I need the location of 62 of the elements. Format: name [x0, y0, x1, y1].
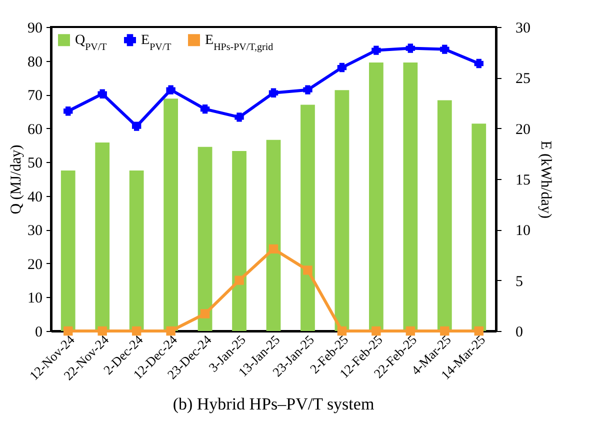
text: (b) Hybrid HPs–PV/T system — [172, 394, 374, 414]
point — [98, 89, 107, 98]
point — [303, 85, 312, 94]
point — [440, 326, 450, 336]
bar — [300, 104, 315, 331]
y2-tick-label: 25 — [516, 71, 530, 88]
point — [234, 112, 244, 122]
y-tick-label: 90 — [28, 20, 42, 36]
y-tick-label: 40 — [28, 189, 42, 206]
y-tick-label: 30 — [28, 223, 42, 240]
y-tick-label: 60 — [28, 122, 42, 138]
y2-tick-label: 0 — [516, 324, 523, 340]
bar — [266, 140, 281, 331]
legend-label: E$_{HPs-PV/T,grid}$ — [205, 33, 274, 53]
point — [132, 326, 142, 336]
y2-tick-label: 20 — [516, 122, 530, 138]
point — [98, 326, 107, 336]
y-axis-title: Q (MJ/day) — [8, 144, 24, 214]
bar — [472, 124, 486, 331]
bar — [437, 100, 452, 331]
point — [406, 326, 416, 336]
bar — [129, 170, 144, 331]
legend-label: E$_{PV/T}$ — [141, 33, 172, 53]
y-tick-label: 0 — [35, 324, 42, 340]
point — [200, 104, 210, 114]
point — [372, 326, 381, 336]
point — [474, 326, 484, 336]
y2-tick-label: 15 — [516, 172, 530, 188]
point — [268, 244, 278, 254]
bar — [198, 146, 212, 331]
y-tick-label: 10 — [28, 290, 42, 307]
point — [337, 326, 347, 336]
bar — [369, 62, 384, 331]
bar — [403, 62, 418, 331]
y2-tick-label: 5 — [516, 274, 523, 290]
point — [234, 276, 244, 285]
point — [166, 326, 176, 336]
y-tick-label: 80 — [28, 54, 42, 70]
point — [132, 122, 142, 131]
point — [166, 85, 176, 94]
y-tick-label: 20 — [28, 256, 42, 273]
point — [64, 106, 73, 116]
point — [474, 58, 484, 68]
y-tick-label: 50 — [28, 156, 42, 172]
bar — [95, 142, 110, 331]
y-tick-label: 70 — [28, 88, 42, 104]
point — [440, 44, 450, 54]
y2-tick-label: 10 — [516, 223, 530, 240]
point — [406, 44, 416, 53]
point — [268, 88, 278, 98]
bar — [60, 170, 76, 331]
bar — [164, 98, 178, 331]
bar — [334, 90, 350, 331]
point — [200, 309, 210, 318]
y2-axis-title: E (kWh/day) — [538, 140, 554, 218]
legend-label: Q$_{PV/T}$ — [75, 33, 107, 53]
bar — [232, 150, 246, 331]
y2-tick-label: 30 — [516, 20, 530, 36]
point — [64, 326, 73, 336]
point — [372, 46, 381, 55]
point — [303, 266, 312, 275]
point — [337, 62, 347, 72]
